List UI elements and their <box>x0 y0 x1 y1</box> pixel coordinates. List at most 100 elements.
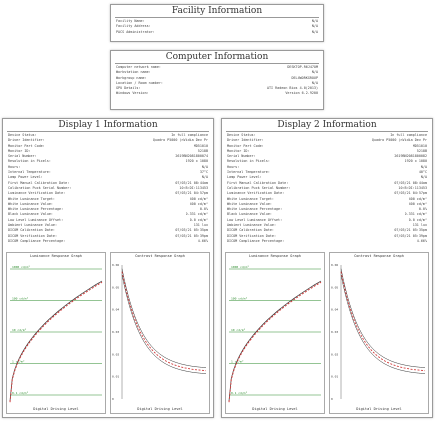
row-value: In full compliance <box>171 133 208 137</box>
row-value: 37°C <box>199 170 208 175</box>
y-tick-label: 0.05 <box>331 285 338 289</box>
y-tick-label: 0.02 <box>331 352 338 356</box>
info-row: Ambient Luminance Value: 131 lux <box>8 223 208 228</box>
row-value: 4.66% <box>197 238 208 243</box>
row-label: Hours: <box>227 164 240 169</box>
row-value: N/A <box>311 19 318 23</box>
graph-title: Contrast Response Graph <box>354 254 404 258</box>
row-value: 400 cd/m² <box>408 201 427 206</box>
row-label: Facility Address: <box>116 24 151 29</box>
graph-x-label: Digital Driving Level <box>137 407 183 411</box>
grid-label: 1000 cd/m² <box>12 265 30 269</box>
graph-title: Luminance Response Graph <box>249 254 301 258</box>
info-row: DICOM Verification Date: 07/03/21 05:39pm <box>227 234 427 239</box>
contrast-lower-limit <box>340 274 426 374</box>
grid-label: 1000 cd/m² <box>231 265 249 269</box>
info-row: Facility Name: N/A <box>116 19 318 24</box>
row-label: Luminance Verification Date: <box>227 191 285 196</box>
graph-x-label: Digital Driving Level <box>356 407 402 411</box>
display-1-rows: Device Status: In full compliance Driver I… <box>3 132 213 244</box>
row-value: N/A <box>201 164 208 169</box>
info-row: DICOM Compliance Percentage: 4.66% <box>8 239 208 244</box>
facility-title: Facility Information <box>171 6 263 16</box>
row-label: DICOM Calibration Date: <box>8 228 55 233</box>
contrast-upper-limit <box>121 268 207 368</box>
y-tick-label: 0.01 <box>331 375 338 379</box>
row-value: 07/03/21 05:35pm <box>394 228 427 233</box>
luminance-measured-curve <box>228 281 322 403</box>
row-value: 07/03/21 04:57pm <box>175 191 208 196</box>
grid-label: 1 cd/m² <box>231 360 244 364</box>
row-label: Computer network name: <box>116 65 161 69</box>
row-label: Monitor ID: <box>8 148 31 153</box>
info-row: PACS Administrator: N/A <box>116 30 318 35</box>
row-label: White Luminance Percentage: <box>8 207 64 212</box>
display-1-card: Display 1 Information Device Status: In f… <box>2 118 214 418</box>
luminance-graph-svg: 1000 cd/m² 100 cd/m² 10 cd/m² 1 cd/m² 0.1 cd… <box>228 265 322 403</box>
info-row: Hours: N/A <box>227 165 427 170</box>
row-value: 40°C <box>418 170 427 175</box>
info-row: Device Status: In full compliance <box>227 133 427 138</box>
row-label: White Luminance Percentage: <box>227 207 283 212</box>
contrast-response-graph: 0.06 0.05 0.04 0.03 0.02 0.01 0 Contrast Respo… <box>110 252 210 414</box>
row-value: 07/03/21 05:35pm <box>175 228 208 233</box>
row-value: N/A <box>311 80 318 85</box>
info-row: White Luminance Value: 400 cd/m² <box>227 202 427 207</box>
y-tick-label: 0.03 <box>112 330 119 334</box>
row-value: DEL4WORKGROUP <box>291 75 318 80</box>
computer-title: Computer Information <box>165 52 269 62</box>
info-row: Luminance Verification Date: 07/03/21 04:… <box>8 191 208 196</box>
row-label: GPU Details: <box>116 86 141 91</box>
row-label: Windows Version: <box>116 91 149 96</box>
row-label: White Luminance Value: <box>8 201 53 206</box>
graph-x-label: Digital Driving Level <box>252 407 298 411</box>
row-label: White Luminance Target: <box>227 196 274 201</box>
info-row: Hours: N/A <box>8 165 208 170</box>
row-label: Calibration Puck Serial Number: <box>227 185 291 190</box>
info-row: Low Level Luminance Offset: 0.0 cd/m² <box>227 218 427 223</box>
info-row: First Manual Calibration Date: 07/03/21 0… <box>227 181 427 186</box>
row-label: Luminance Verification Date: <box>8 191 66 196</box>
row-label: Low Level Luminance Offset: <box>8 217 64 222</box>
row-value: 07/03/21 08:44am <box>394 180 427 185</box>
display-2-graphs: 1000 cd/m² 100 cd/m² 10 cd/m² 1 cd/m² 0.1 cd… <box>225 252 429 414</box>
info-row: Driver Identifier: Quadro P5000 (nVidia D… <box>8 138 208 143</box>
info-row: White Luminance Target: 400 cd/m² <box>227 197 427 202</box>
row-label: DICOM Verification Date: <box>8 233 57 238</box>
info-row: Black Luminance Value: 0.331 cd/m² <box>227 212 427 217</box>
info-row: Monitor ID: 5218B <box>8 149 208 154</box>
row-value: 0.331 cd/m² <box>185 212 208 217</box>
row-label: PACS Administrator: <box>116 29 155 34</box>
info-row: Device Status: In full compliance <box>8 133 208 138</box>
row-label: Serial Number: <box>8 154 37 159</box>
display-2-rows: Device Status: In full compliance Driver I… <box>222 132 432 244</box>
info-row: Low Level Luminance Offset: 0.0 cd/m² <box>8 218 208 223</box>
info-row: Calibration Puck Serial Number: 10:B:DI:1… <box>8 186 208 191</box>
row-value: 131 lux <box>412 223 427 228</box>
row-label: Black Luminance Value: <box>227 212 272 217</box>
row-value: 0.0 cd/m² <box>189 217 208 222</box>
row-value: 07/03/21 04:57pm <box>394 191 427 196</box>
row-label: Monitor Part Code: <box>8 143 45 148</box>
info-row: Resolution in Pixels: 1920 x 1080 <box>227 159 427 164</box>
divider <box>115 63 319 64</box>
info-row: DICOM Calibration Date: 07/03/21 05:35pm <box>227 228 427 233</box>
info-row: White Luminance Percentage: 0.0% <box>227 207 427 212</box>
grid-label: 100 cd/m² <box>231 297 247 301</box>
grid-label: 100 cd/m² <box>12 297 28 301</box>
row-label: Hours: <box>8 164 21 169</box>
contrast-lower-limit <box>121 274 207 374</box>
contrast-graph-svg: 0.06 0.05 0.04 0.03 0.02 0.01 0 <box>112 263 207 401</box>
info-row: Monitor Part Code: MD51010 <box>227 144 427 149</box>
graph-x-label: Digital Driving Level <box>33 407 79 411</box>
row-label: Lamp Power Level: <box>8 175 43 180</box>
luminance-response-graph: 1000 cd/m² 100 cd/m² 10 cd/m² 1 cd/m² 0.1 cd… <box>225 252 325 414</box>
y-tick-label: 0.06 <box>331 263 338 267</box>
row-value: MD51010 <box>412 143 427 148</box>
y-tick-label: 0 <box>112 397 114 401</box>
row-value: 1920 x 1080 <box>404 159 427 164</box>
info-row: DICOM Verification Date: 07/03/21 05:39pm <box>8 234 208 239</box>
row-label: Location / Room number: <box>116 80 163 85</box>
info-row: Luminance Verification Date: 07/03/21 04:… <box>227 191 427 196</box>
row-value: Quadro P5000 (nVidia Dev Pr <box>371 138 427 143</box>
